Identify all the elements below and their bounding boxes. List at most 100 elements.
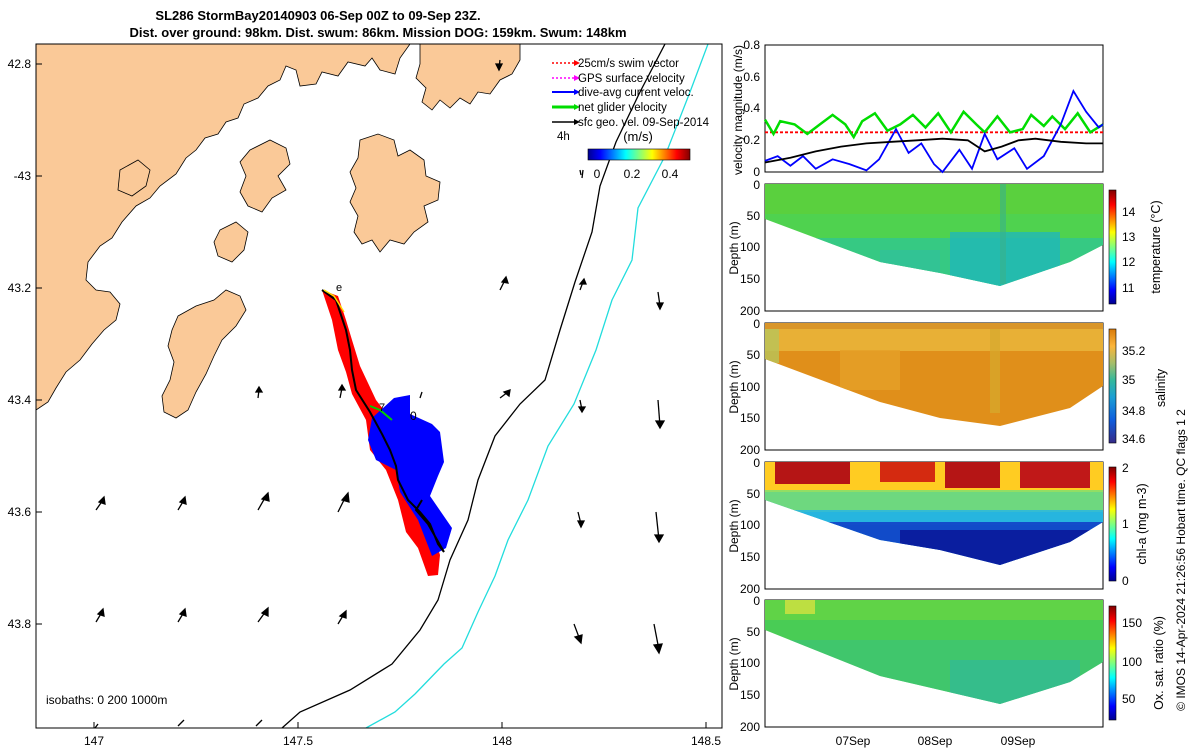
map-y-tick: 43.6 (8, 505, 32, 519)
oxygen-panel: 0 50 100 150 200 Depth (m) 50 100 150 Ox… (727, 594, 1166, 748)
land-small-island (213, 221, 249, 263)
depth-tick: 0 (753, 317, 760, 331)
depth-tick: 200 (740, 443, 760, 457)
chla-y-ticks: 0 50 100 150 200 (740, 456, 760, 596)
depth-tick: 150 (740, 272, 760, 286)
colorbar-tick: 0.2 (624, 167, 641, 181)
isobath-200m (281, 44, 666, 728)
temperature-colorbar (1108, 189, 1117, 305)
glider-track: e 7 0 (321, 282, 452, 576)
cbar-tick: 35 (1122, 373, 1136, 387)
legend-label: sfc geo. vel. 09-Sep-2014 (578, 117, 710, 129)
cbar-tick: 1 (1122, 517, 1129, 531)
legend-hours: 4h (557, 131, 570, 143)
map-y-tick: 43.2 (8, 281, 32, 295)
track-label-start: e (336, 282, 342, 294)
map-x-tick: 147 (84, 734, 104, 748)
depth-tick: 0 (753, 594, 760, 608)
depth-tick: 150 (740, 550, 760, 564)
depth-tick: 100 (740, 518, 760, 532)
vel-y-tick: 0.4 (743, 101, 760, 115)
colorbar-label: (m/s) (623, 129, 653, 144)
velocity-series-line-2 (764, 88, 1104, 174)
cbar-tick: 150 (1122, 616, 1142, 630)
map-y-tick: 43.8 (8, 617, 32, 631)
depth-tick: 0 (753, 178, 760, 192)
cbar-tick: 14 (1122, 205, 1136, 219)
cbar-tick: 2 (1122, 461, 1129, 475)
cbar-tick: 34.8 (1122, 404, 1146, 418)
chla-colorbar (1108, 466, 1117, 582)
oxygen-clabel: Ox. sat. ratio (%) (1152, 616, 1166, 710)
isobath-1000m (365, 44, 709, 728)
vel-y-tick: 0.8 (743, 38, 760, 52)
chla-clabel: chl-a (mg m-3) (1135, 483, 1149, 564)
land-mainland (36, 44, 411, 411)
map-frame (35, 43, 723, 729)
land-east-island (349, 133, 441, 253)
land-bay-arm (117, 159, 151, 197)
oxygen-colorbar (1108, 605, 1117, 721)
cbar-tick: 50 (1122, 692, 1136, 706)
depth-tick: 100 (740, 240, 760, 254)
time-tick: 09Sep (1001, 734, 1036, 748)
temperature-clabel: temperature (°C) (1149, 200, 1163, 293)
cbar-tick: 35.2 (1122, 344, 1146, 358)
map-y-tick: 43.4 (8, 393, 32, 407)
depth-tick: 50 (747, 209, 761, 223)
velocity-y-ticks: 0 0.2 0.4 0.6 0.8 (743, 38, 760, 179)
legend-label: 25cm/s swim vector (578, 58, 679, 70)
temperature-ylabel: Depth (m) (727, 221, 741, 274)
depth-tick: 200 (740, 304, 760, 318)
cbar-tick: 100 (1122, 655, 1142, 669)
velocity-series-line-1 (763, 109, 1104, 140)
map-title-line1: SL286 StormBay20140903 06-Sep 00Z to 09-… (155, 8, 480, 23)
map-y-tick-labels: 42.8 -43 43.2 43.4 43.6 43.8 (8, 57, 32, 631)
temperature-y-ticks: 0 50 100 150 200 (740, 178, 760, 318)
track-label-0: 0 (410, 409, 417, 423)
salinity-y-ticks: 0 50 100 150 200 (740, 317, 760, 457)
depth-tick: 100 (740, 380, 760, 394)
cbar-tick: 34.6 (1122, 432, 1146, 446)
oxygen-ylabel: Depth (m) (727, 637, 741, 690)
velocity-series (763, 88, 1104, 174)
cbar-tick: 0 (1122, 574, 1129, 588)
depth-tick: 100 (740, 656, 760, 670)
current-vectors-blue (368, 395, 452, 556)
oxygen-y-ticks: 0 50 100 150 200 (740, 594, 760, 734)
land-mid-island (239, 139, 291, 213)
legend-label: dive-avg current veloc. (578, 87, 694, 99)
land-peninsula (161, 289, 247, 419)
land-north-east (415, 44, 521, 111)
track-line (321, 289, 445, 553)
vel-y-tick: 0 (753, 165, 760, 179)
depth-tick: 200 (740, 582, 760, 596)
track-yellow (323, 289, 345, 313)
velocity-series-line-3 (764, 137, 1103, 164)
depth-tick: 200 (740, 720, 760, 734)
map-x-tick: 148.5 (691, 734, 721, 748)
track-green (369, 405, 393, 421)
map-legend: 25cm/s swim vector GPS surface velocity … (552, 58, 710, 181)
time-tick: 07Sep (836, 734, 871, 748)
current-arrows (94, 59, 666, 728)
depth-tick: 150 (740, 688, 760, 702)
map-colorbar (587, 148, 691, 161)
map-area: e 7 0 (36, 44, 722, 728)
map-x-tick-labels: 147 147.5 148 148.5 (84, 734, 721, 748)
depth-tick: 150 (740, 411, 760, 425)
depth-tick: 50 (747, 625, 761, 639)
cbar-tick: 11 (1122, 281, 1135, 295)
velocity-ylabel: velocity magnitude (m/s) (731, 45, 745, 175)
map-panel: SL286 StormBay20140903 06-Sep 00Z to 09-… (8, 8, 723, 748)
map-x-tick: 147.5 (283, 734, 313, 748)
colorbar-tick: 0.4 (662, 167, 679, 181)
velocity-frame (764, 44, 1104, 173)
legend-label: GPS surface velocity (578, 73, 685, 85)
vel-y-tick: 0.2 (743, 133, 760, 147)
chla-panel: 0 50 100 150 200 Depth (m) 0 1 2 chl-a (… (727, 456, 1149, 596)
salinity-ylabel: Depth (m) (727, 360, 741, 413)
map-y-tick: 42.8 (8, 57, 32, 71)
map-x-tick: 148 (492, 734, 512, 748)
